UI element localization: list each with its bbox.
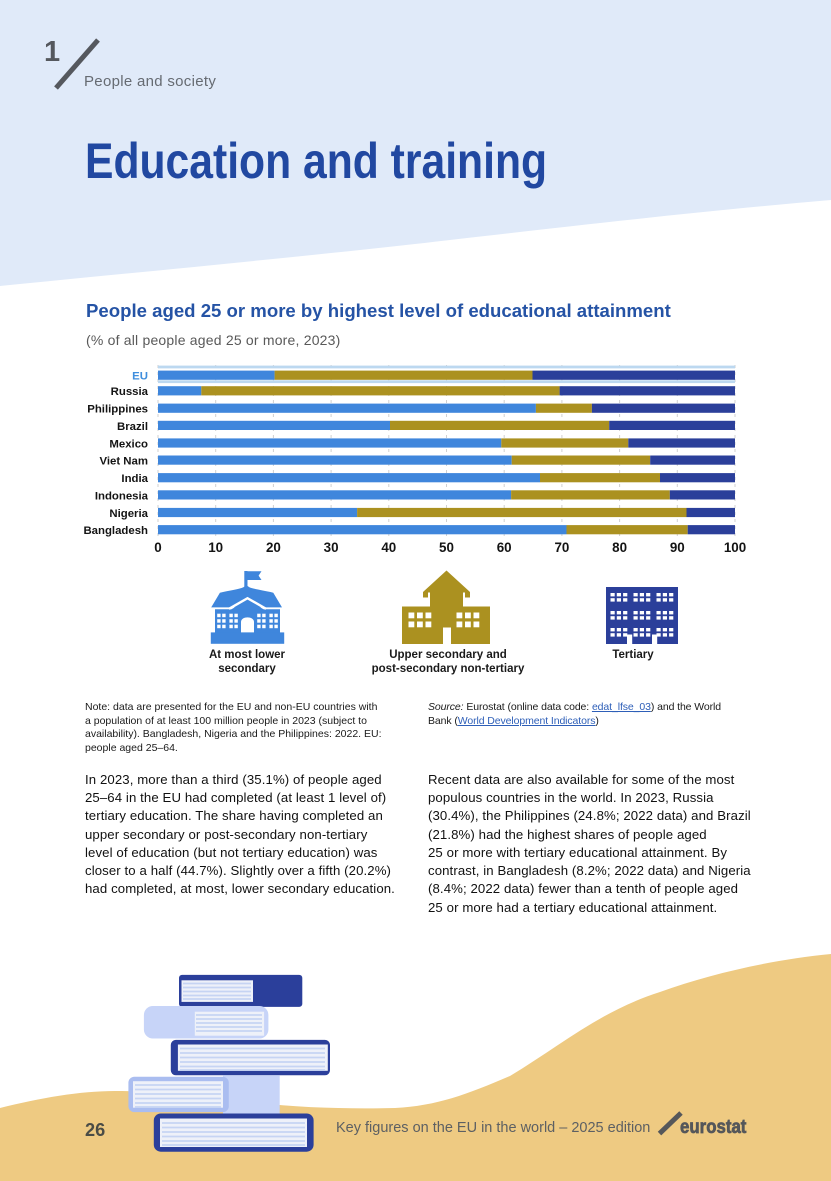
svg-text:30: 30 xyxy=(324,540,339,555)
svg-text:20: 20 xyxy=(266,540,281,555)
svg-text:0: 0 xyxy=(154,540,161,555)
svg-text:10: 10 xyxy=(208,540,223,555)
svg-text:80: 80 xyxy=(612,540,627,555)
svg-text:Philippines: Philippines xyxy=(87,404,148,416)
svg-text:Indonesia: Indonesia xyxy=(95,490,149,502)
svg-text:Russia: Russia xyxy=(111,386,149,398)
svg-text:Nigeria: Nigeria xyxy=(109,508,148,520)
svg-text:90: 90 xyxy=(670,540,685,555)
svg-text:100: 100 xyxy=(724,540,746,555)
svg-text:40: 40 xyxy=(381,540,396,555)
svg-text:Bangladesh: Bangladesh xyxy=(83,525,148,537)
svg-text:60: 60 xyxy=(497,540,512,555)
svg-text:India: India xyxy=(121,473,148,485)
svg-text:Mexico: Mexico xyxy=(109,438,148,450)
svg-text:Viet Nam: Viet Nam xyxy=(99,456,148,468)
svg-text:EU: EU xyxy=(132,371,148,383)
svg-text:Brazil: Brazil xyxy=(117,421,148,433)
svg-text:70: 70 xyxy=(554,540,569,555)
svg-text:50: 50 xyxy=(439,540,454,555)
